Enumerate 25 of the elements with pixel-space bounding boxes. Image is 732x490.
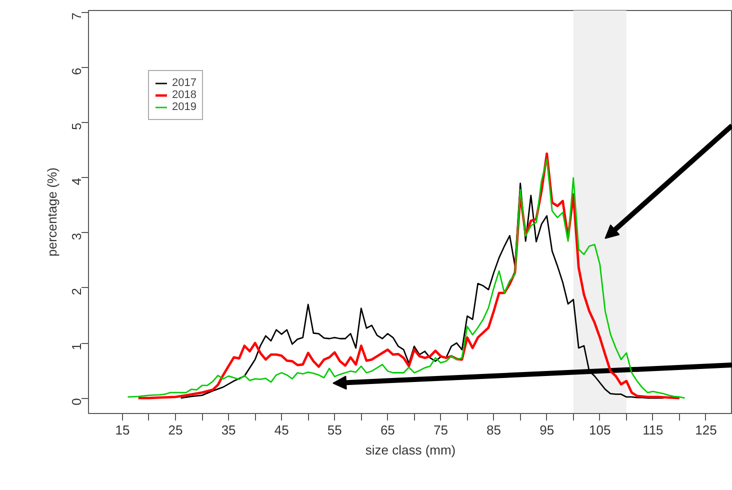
x-tick-label: 25: [168, 422, 183, 438]
y-tick-label: 1: [69, 343, 84, 350]
y-tick-label: 0: [69, 398, 84, 406]
legend-label: 2018: [172, 89, 196, 101]
legend-label: 2019: [172, 101, 196, 113]
x-tick-label: 95: [540, 422, 554, 438]
legend-label: 2017: [172, 77, 196, 89]
y-tick-label: 3: [69, 232, 84, 240]
x-tick-label: 85: [486, 422, 502, 438]
x-tick-label: 45: [274, 422, 289, 438]
y-axis-title: percentage (%): [44, 168, 60, 256]
y-tick-label: 7: [69, 12, 84, 20]
y-tick-label: 2: [69, 288, 84, 296]
x-tick-label: 105: [589, 422, 611, 438]
x-tick-label: 115: [642, 422, 664, 438]
y-tick-label: 6: [69, 68, 84, 75]
x-tick-label: 15: [115, 422, 130, 438]
x-tick-label: 125: [695, 422, 717, 438]
x-tick-label: 75: [434, 422, 448, 438]
y-tick-label: 5: [69, 122, 84, 130]
x-tick-label: 55: [327, 422, 342, 438]
x-tick-label: 35: [221, 422, 236, 438]
x-axis-title: size class (mm): [365, 442, 456, 458]
y-tick-label: 4: [69, 178, 84, 186]
x-tick-label: 65: [380, 422, 395, 438]
